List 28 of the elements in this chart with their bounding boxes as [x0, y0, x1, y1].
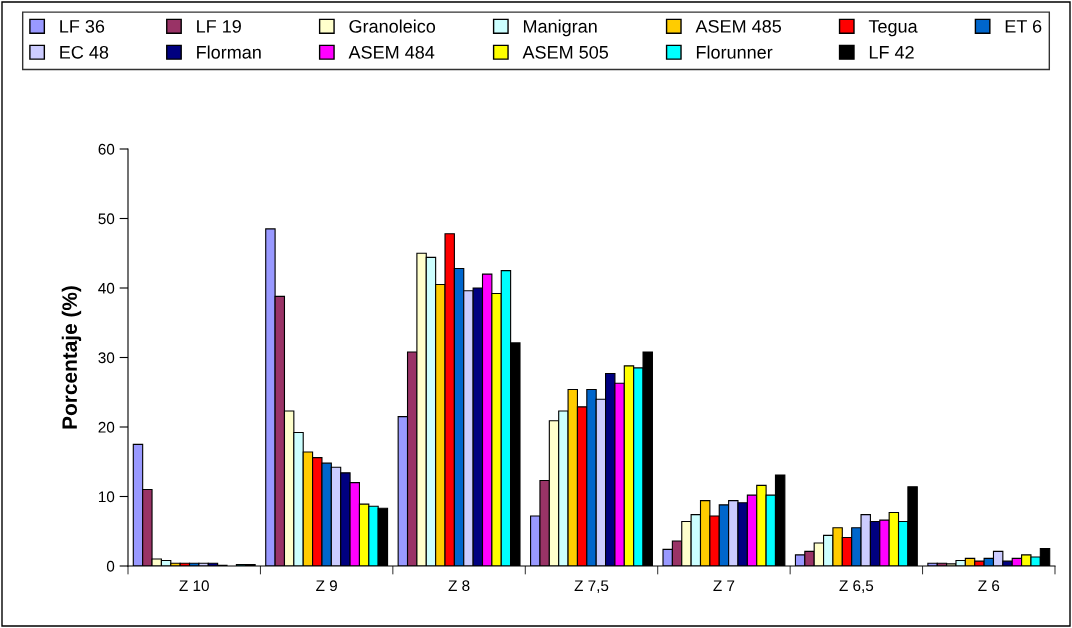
x-tick-label: Z 6 [978, 580, 1000, 592]
y-axis-title: Porcentaje (%) [61, 286, 82, 429]
legend-label: Manigran [523, 19, 597, 37]
legend-label: LF 36 [60, 19, 105, 33]
legend-label: ASEM 505 [522, 45, 609, 59]
y-tick-label: 50 [98, 213, 115, 225]
legend-label: Florunner [696, 45, 773, 59]
legend-label: LF 19 [197, 19, 241, 33]
y-tick-label: 60 [98, 143, 115, 155]
legend-label: Florman [197, 45, 261, 59]
legend-label: ASEM 484 [348, 45, 435, 59]
x-tick-label: Z 7,5 [574, 580, 609, 593]
legend-label: ASEM 485 [695, 19, 782, 33]
x-tick-label: Z 7 [713, 580, 735, 591]
x-tick-label: Z 9 [316, 580, 337, 592]
y-tick-label: 10 [98, 491, 115, 503]
x-tick-label: Z 10 [179, 580, 209, 592]
x-tick-label: Z 6,5 [839, 580, 874, 593]
legend-label: ET 6 [1005, 19, 1042, 33]
legend-label: Tegua [868, 20, 918, 37]
y-tick-label: 30 [98, 352, 115, 364]
legend-label: Granoleico [349, 19, 436, 33]
legend-label: LF 42 [869, 45, 914, 59]
x-tick-label: Z 8 [448, 580, 470, 592]
y-tick-label: 0 [106, 560, 115, 572]
legend-label: EC 48 [60, 45, 109, 59]
y-tick-label: 40 [98, 282, 115, 294]
y-tick-label: 20 [98, 421, 115, 433]
